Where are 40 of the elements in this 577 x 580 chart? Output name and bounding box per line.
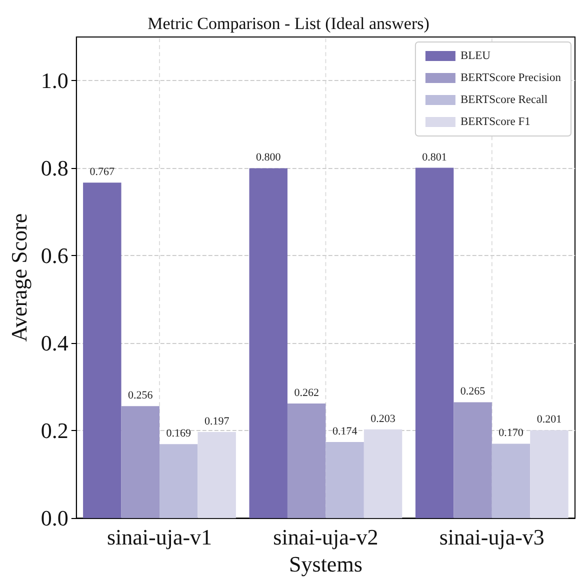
- y-tick-label: 0.8: [40, 156, 68, 181]
- chart-title: Metric Comparison - List (Ideal answers): [148, 14, 430, 33]
- bar: [454, 402, 492, 518]
- data-label: 0.197: [204, 415, 230, 428]
- data-label: 0.256: [128, 390, 154, 402]
- data-label: 0.767: [90, 166, 116, 178]
- data-label: 0.265: [460, 386, 486, 398]
- bar: [121, 406, 160, 518]
- bar: [415, 168, 454, 518]
- legend-label: BERTScore Recall: [460, 94, 548, 106]
- x-tick-label: sinai-uja-v1: [106, 524, 212, 550]
- data-label: 0.174: [332, 426, 358, 438]
- x-tick-label: sinai-uja-v2: [273, 524, 378, 550]
- data-label: 0.801: [422, 151, 447, 164]
- data-label: 0.203: [370, 412, 396, 425]
- y-tick-label: 0.4: [40, 330, 68, 356]
- bar: [492, 444, 530, 518]
- bar: [198, 432, 236, 518]
- data-label: 0.169: [166, 428, 192, 440]
- bar: [326, 442, 364, 518]
- legend-label: BLEU: [460, 50, 492, 62]
- legend-label: BERTScore Precision: [460, 72, 562, 84]
- y-tick-label: 0.6: [40, 243, 68, 268]
- y-tick-label: 0.2: [40, 418, 68, 444]
- data-label: 0.262: [294, 387, 319, 400]
- bar: [287, 404, 326, 518]
- y-tick-label: 0.0: [40, 506, 68, 531]
- bar: [160, 444, 198, 518]
- legend-label: BERTScore F1: [460, 116, 531, 128]
- x-tick-label: sinai-uja-v3: [439, 524, 544, 550]
- bar: [530, 430, 568, 518]
- y-tick-label: 1.0: [40, 68, 68, 94]
- data-label: 0.201: [536, 414, 562, 426]
- y-axis-title: Average Score: [6, 213, 32, 342]
- x-axis-title: Systems: [289, 552, 362, 576]
- bar: [249, 168, 288, 518]
- data-label: 0.800: [256, 152, 282, 164]
- bar: [364, 429, 402, 518]
- data-label: 0.170: [498, 427, 524, 440]
- bar: [83, 182, 122, 518]
